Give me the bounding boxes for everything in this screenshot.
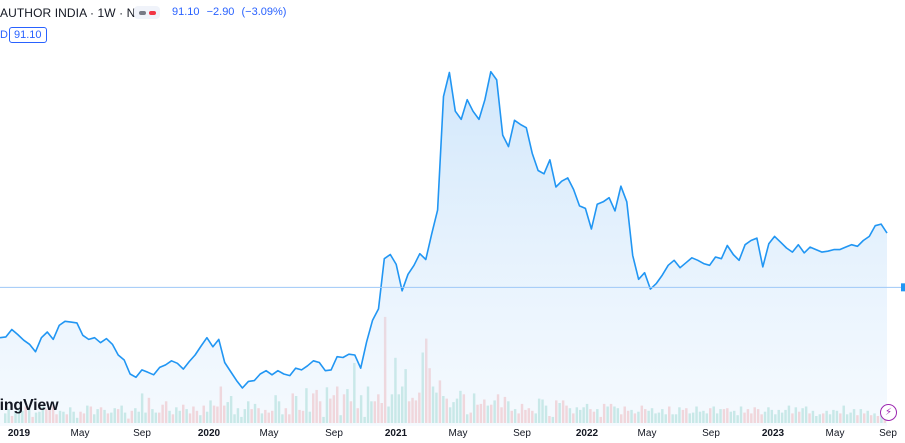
price-area-fill [0, 71, 887, 426]
x-tick-label: Sep [702, 428, 720, 439]
chart-header: AUTHOR INDIA · 1W · NSE 91.10 −2.90 (−3.… [0, 0, 905, 26]
x-axis: 2019 May Sep 2020 May Sep 2021 May Sep 2022 May Sep… [8, 428, 897, 439]
indicator-row: D 91.10 [0, 27, 47, 43]
price-change-pct: (−3.09%) [241, 6, 287, 18]
x-tick-label: 2020 [198, 428, 221, 439]
price-change: −2.90 [206, 6, 235, 18]
x-tick-label: May [71, 428, 90, 439]
x-tick-label: May [826, 428, 845, 439]
price-value-box[interactable]: 91.10 [9, 27, 47, 43]
x-tick-label: 2022 [576, 428, 599, 439]
status-pill-gray [138, 10, 146, 15]
x-tick-label: May [260, 428, 279, 439]
last-price: 91.10 [172, 6, 200, 18]
x-tick-label: May [449, 428, 468, 439]
indicator-prefix: D [0, 29, 8, 41]
x-tick-label: Sep [513, 428, 531, 439]
lightning-icon[interactable]: ⚡ [880, 404, 897, 421]
price-line [0, 70, 888, 389]
x-tick-label: Sep [325, 428, 343, 439]
x-tick-label: 2023 [762, 428, 785, 439]
x-tick-label: May [638, 428, 657, 439]
status-pill-red [148, 10, 156, 15]
tradingview-watermark: dingView [0, 397, 59, 414]
x-tick-label: 2019 [8, 428, 31, 439]
symbol-title[interactable]: AUTHOR INDIA · 1W · NSE [0, 6, 152, 20]
x-tick-label: 2021 [385, 428, 408, 439]
status-badge-icon[interactable] [134, 6, 160, 19]
price-readout: 91.10 −2.90 (−3.09%) [172, 6, 290, 18]
x-tick-label: Sep [133, 428, 151, 439]
x-tick-label: Sep [879, 428, 897, 439]
current-price-tag [901, 283, 905, 292]
